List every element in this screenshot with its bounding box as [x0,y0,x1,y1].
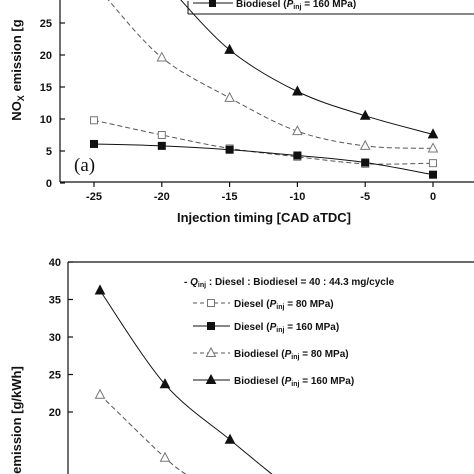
y-tick-label: 40 [49,257,61,269]
y-tick-label: 20 [49,407,61,419]
data-point-triangle-filled [224,433,236,444]
y-tick-label: 25 [49,370,61,382]
data-point-square-open [90,116,98,125]
legend-marker-triangle-open [205,346,217,357]
panel-a-series-lines [93,0,434,176]
legend-marker-triangle-filled [205,373,217,384]
panel-a-x-axis-label: Injection timing [CAD aTDC] [177,210,351,225]
data-point-triangle-filled [159,378,171,389]
x-tick-label: -15 [222,191,238,203]
panel-a-markers [90,43,439,179]
panel-a-axes [59,0,474,183]
panel-a-legend: Biodiesel (Pinj = 160 MPa) [187,0,474,15]
series-line-3 [180,0,434,135]
panel-label: (a) [74,155,95,176]
y-tick-label: 15 [40,82,52,94]
y-tick-label: 25 [40,18,52,30]
panel-b-y-ticks: 20 25 30 35 40 [49,257,73,419]
panel-b-legend: - Qinj : Diesel : Biodiesel = 40 : 44.3 … [184,277,395,388]
data-point-triangle-open [156,51,168,62]
x-tick-label: -5 [360,191,370,203]
series-line-0 [93,119,434,165]
data-point-square-filled [361,158,370,167]
data-point-square-filled [157,141,166,150]
y-tick-label: 30 [49,332,61,344]
legend-marker-square-filled [207,322,215,330]
x-tick-label: -10 [289,191,305,203]
x-tick-label: -25 [86,191,102,203]
data-point-triangle-filled [427,128,439,139]
panel-b-axes [67,261,474,474]
y-tick-label: 35 [49,295,61,307]
y-tick-label: 10 [40,114,52,126]
legend-item-biodiesel-160: Biodiesel (Pinj = 160 MPa) [234,376,354,388]
panel-b: 20 25 30 35 40 emission [g/kWh] - Qinj : Die… [9,257,474,474]
series-line-2 [99,394,187,474]
legend-item-biodiesel-80: Biodiesel (Pinj = 80 MPa) [234,349,349,361]
data-point-triangle-filled [292,85,303,96]
x-tick-label: -20 [154,191,170,203]
data-point-square-filled [293,151,302,160]
data-point-square-filled [429,170,437,179]
y-tick-label: 0 [46,178,52,190]
panel-a-y-axis-label: NOX emission [g [9,19,26,120]
data-point-square-open [429,159,437,168]
data-point-square-filled [225,145,234,154]
panel-a-legend-label: Biodiesel (Pinj = 160 MPa) [236,0,356,11]
legend-item-diesel-160: Diesel (Pinj = 160 MPa) [234,322,339,334]
panel-a-x-ticks: -25 -20 -15 -10 -5 0 [86,182,436,203]
panel-a-y-ticks: 0 5 10 15 20 25 [40,18,65,190]
panel-b-y-axis-label: emission [g/kWh] [9,366,24,474]
y-tick-label: 20 [40,50,52,62]
panel-b-markers [94,284,236,462]
series-line-1 [93,143,434,176]
data-point-triangle-open [292,125,303,136]
data-point-square-open [157,131,166,139]
data-point-triangle-open [224,91,235,102]
series-line-3 [99,290,273,474]
data-point-triangle-filled [94,284,106,295]
data-point-triangle-open [359,139,371,150]
x-tick-label: 0 [430,191,436,203]
data-point-triangle-filled [359,109,371,120]
data-point-triangle-filled [224,43,235,54]
legend-marker-square-open [207,299,215,307]
data-point-triangle-open [94,388,106,399]
panel-a: 0 5 10 15 20 25 -25 -20 -15 -10 -5 0 (a) Injection… [9,0,474,225]
y-tick-label: 5 [46,146,52,158]
data-point-triangle-open [159,451,171,462]
series-line-2 [107,0,434,149]
legend-item-diesel-80: Diesel (Pinj = 80 MPa) [234,299,334,311]
data-point-triangle-open [427,142,439,153]
legend-note: - Qinj : Diesel : Biodiesel = 40 : 44.3 … [184,277,395,289]
legend-marker-square-filled [209,0,216,7]
data-point-square-filled [90,139,98,148]
